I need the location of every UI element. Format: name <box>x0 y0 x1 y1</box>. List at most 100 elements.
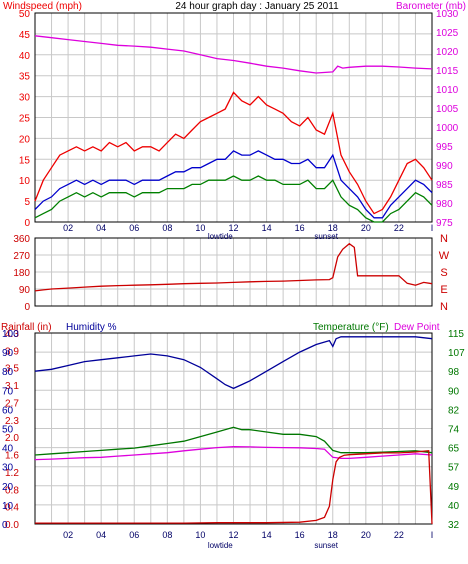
x-tick-label: 20 <box>361 530 371 540</box>
barometer-tick-label: 980 <box>436 199 453 210</box>
temperature-tick-label: 98 <box>448 367 460 378</box>
windspeed-tick-label: 35 <box>19 72 31 83</box>
windspeed-tick-label: 45 <box>19 30 31 41</box>
x-tick-label: 20 <box>361 223 371 233</box>
windspeed-tick-label: 30 <box>19 93 31 104</box>
rainfall-tick-label: 4.3 <box>5 329 19 340</box>
barometer-tick-label: 1010 <box>436 85 459 96</box>
temperature-tick-label: 82 <box>448 405 460 416</box>
humidity-axis-label: Humidity % <box>66 322 117 333</box>
temperature-axis-label: Temperature (°F) <box>313 322 389 333</box>
x-tick-label: 02 <box>63 530 73 540</box>
panel1-title: 24 hour graph day : January 25 2011 <box>175 1 339 12</box>
humidity-tick-label: 40 <box>2 444 14 455</box>
rainfall-tick-label: 3.9 <box>5 346 19 357</box>
x-tick-label: 18 <box>328 530 338 540</box>
windspeed-tick-label: 0 <box>24 218 30 229</box>
x-tick-label: 12 <box>228 223 238 233</box>
barometer-tick-label: 1005 <box>436 104 459 115</box>
marker-label-lowtide: lowtide <box>208 541 233 550</box>
series-wind-gust <box>34 91 433 215</box>
barometer-tick-label: 1015 <box>436 66 459 77</box>
x-tick-label: 14 <box>262 530 272 540</box>
temperature-tick-label: 107 <box>448 348 465 359</box>
windspeed-tick-label: 40 <box>19 51 31 62</box>
x-tick-label: 18 <box>328 223 338 233</box>
wind-direction-tick-label: 270 <box>13 251 30 262</box>
barometer-axis-label: Barometer (mb) <box>396 1 466 12</box>
humidity-tick-label: 90 <box>2 348 14 359</box>
compass-letter-s: S <box>440 267 447 279</box>
x-tick-label: 08 <box>162 223 172 233</box>
windspeed-axis-label: Windspeed (mph) <box>3 1 82 12</box>
dew-point-axis-label: Dew Point <box>394 322 440 333</box>
humidity-tick-label: 0 <box>2 520 8 531</box>
rainfall-tick-label: 3.5 <box>5 364 19 375</box>
rainfall-tick-label: 0.0 <box>5 520 19 531</box>
x-tick-label: 12 <box>228 530 238 540</box>
x-tick-label: I <box>431 530 434 540</box>
x-tick-label: 10 <box>195 223 205 233</box>
temperature-tick-label: 115 <box>448 329 464 340</box>
compass-letter-n: N <box>440 233 448 245</box>
temperature-tick-label: 57 <box>448 463 460 474</box>
series-wind-minimum <box>34 175 433 223</box>
humidity-tick-label: 10 <box>2 501 14 512</box>
humidity-tick-label: 80 <box>2 367 14 378</box>
x-tick-label: I <box>431 223 434 233</box>
windspeed-tick-label: 15 <box>19 155 31 166</box>
rainfall-axis-label: Rainfall (in) <box>1 322 52 333</box>
rainfall-tick-label: 0.4 <box>5 503 19 514</box>
marker-label-sunset: sunset <box>314 232 338 241</box>
plot-border <box>34 332 433 525</box>
humidity-tick-label: 70 <box>2 386 14 397</box>
wind-direction-tick-label: 90 <box>19 285 31 296</box>
humidity-tick-label: 30 <box>2 463 14 474</box>
x-tick-label: 16 <box>295 223 305 233</box>
rainfall-tick-label: 2.0 <box>5 433 19 444</box>
humidity-tick-label: 100 <box>2 329 19 340</box>
panel3-frame <box>34 332 433 525</box>
humidity-tick-label: 60 <box>2 405 14 416</box>
compass-letter-n: N <box>440 301 448 313</box>
temperature-tick-label: 32 <box>448 520 460 531</box>
series-wind-average <box>34 150 433 219</box>
wind-direction-tick-label: 360 <box>13 234 30 245</box>
rainfall-tick-label: 0.8 <box>5 485 19 496</box>
rainfall-tick-label: 1.2 <box>5 468 19 479</box>
x-tick-label: 16 <box>295 530 305 540</box>
barometer-tick-label: 1020 <box>436 47 459 58</box>
temperature-tick-label: 49 <box>448 482 460 493</box>
plot-border <box>34 12 433 223</box>
series-temperature <box>34 426 433 456</box>
panel2-frame <box>34 237 433 307</box>
windspeed-tick-label: 10 <box>19 176 31 187</box>
barometer-tick-label: 1030 <box>436 9 459 20</box>
compass-letter-w: W <box>439 250 450 262</box>
windspeed-tick-label: 25 <box>19 114 31 125</box>
x-tick-label: 06 <box>129 223 139 233</box>
barometer-tick-label: 1000 <box>436 123 459 134</box>
x-tick-label: 14 <box>262 223 272 233</box>
humidity-tick-label: 20 <box>2 482 14 493</box>
temperature-tick-label: 90 <box>448 386 460 397</box>
marker-label-lowtide: lowtide <box>208 232 233 241</box>
barometer-tick-label: 975 <box>436 218 453 229</box>
windspeed-tick-label: 20 <box>19 134 31 145</box>
rainfall-tick-label: 2.3 <box>5 416 19 427</box>
panel1-frame <box>34 12 433 223</box>
series-wind-direction <box>34 242 433 292</box>
rainfall-tick-label: 3.1 <box>5 381 19 392</box>
rainfall-tick-label: 1.6 <box>5 451 19 462</box>
x-tick-label: 22 <box>394 223 404 233</box>
barometer-tick-label: 995 <box>436 142 453 153</box>
marker-label-sunset: sunset <box>314 541 338 550</box>
rainfall-tick-label: 2.7 <box>5 398 19 409</box>
series-rainfall <box>35 449 433 525</box>
x-tick-label: 10 <box>195 530 205 540</box>
x-tick-label: 06 <box>129 530 139 540</box>
x-tick-label: 04 <box>96 223 106 233</box>
compass-letter-e: E <box>440 284 447 296</box>
plot-border <box>34 237 433 307</box>
